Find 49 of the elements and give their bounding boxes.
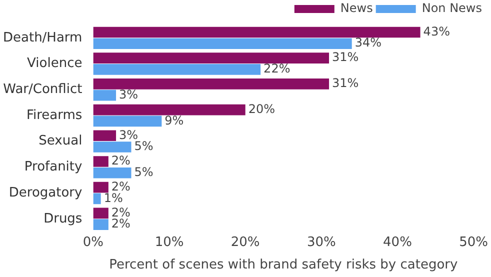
- data-label: 20%: [248, 102, 276, 116]
- y-tick-label: Derogatory: [8, 185, 83, 200]
- data-label: 34%: [354, 36, 382, 50]
- bar: [93, 142, 132, 152]
- bar: [93, 78, 330, 90]
- bar: [93, 38, 352, 50]
- y-tick-label: Drugs: [44, 211, 82, 226]
- y-tick-label: War/Conflict: [3, 82, 82, 97]
- data-label: 31%: [332, 50, 359, 64]
- data-label: 2%: [111, 179, 130, 194]
- data-label: 5%: [134, 164, 154, 179]
- data-label: 2%: [111, 205, 130, 220]
- x-tick-label: 30%: [306, 234, 336, 250]
- data-label: 43%: [423, 24, 450, 38]
- data-label: 9%: [164, 113, 184, 128]
- legend-label: Non News: [422, 1, 482, 16]
- bar: [93, 26, 420, 38]
- x-tick-label: 10%: [154, 234, 184, 250]
- bar: [93, 104, 246, 116]
- bar: [93, 130, 116, 142]
- bar: [93, 116, 162, 127]
- legend-label: News: [340, 1, 373, 16]
- x-tick-label: 50%: [459, 234, 488, 250]
- data-label: 31%: [332, 76, 359, 90]
- x-axis-title: Percent of scenes with brand safety risks by category: [109, 258, 458, 273]
- bar: [93, 52, 330, 64]
- bar: [93, 182, 108, 193]
- bar: [93, 193, 101, 204]
- data-label: 3%: [119, 128, 138, 142]
- bar: [93, 90, 116, 101]
- x-tick-label: 40%: [383, 234, 412, 250]
- bar: [93, 156, 108, 167]
- y-tick-label: Sexual: [38, 134, 82, 149]
- y-tick-label: Profanity: [24, 160, 83, 175]
- x-tick-label: 0%: [82, 234, 104, 250]
- data-label: 2%: [111, 154, 130, 168]
- data-label: 1%: [104, 190, 123, 205]
- y-tick-label: Death/Harm: [2, 30, 82, 46]
- data-label: 5%: [134, 139, 154, 154]
- y-tick-label: Violence: [27, 56, 82, 72]
- data-label: 3%: [119, 87, 138, 102]
- data-label: 2%: [111, 216, 130, 231]
- bar: [93, 208, 108, 219]
- x-tick-label: 20%: [230, 234, 260, 250]
- bar: [93, 64, 261, 75]
- data-label: 22%: [264, 62, 290, 76]
- bar: [93, 167, 132, 178]
- y-tick-label: Firearms: [26, 108, 82, 123]
- bar: [93, 219, 108, 230]
